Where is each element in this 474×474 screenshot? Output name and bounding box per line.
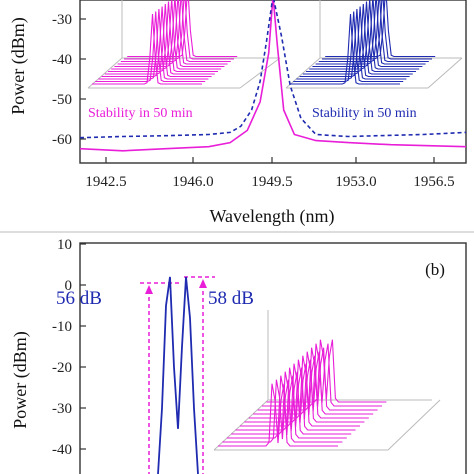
waterfall-trace <box>257 347 378 411</box>
waterfall-trace <box>108 1 218 73</box>
inset-blue-waterfall <box>285 0 463 89</box>
waterfall-trace <box>296 8 407 80</box>
panel-b-ytick-label: -40 <box>52 442 72 458</box>
waterfall-trace <box>315 0 426 65</box>
inset-b-magenta-waterfall <box>213 310 441 451</box>
waterfall-trace <box>244 359 365 423</box>
series-line-magenta <box>79 0 467 152</box>
inset-blue-traces <box>290 0 436 85</box>
panel-b-label: (b) <box>425 260 445 279</box>
panel-b-plot-frame <box>79 242 467 474</box>
panel-b-ylabel: Power (dBm) <box>10 331 31 429</box>
panel-b-ytick-label: -30 <box>52 401 72 417</box>
panel-b-ytick-label: 0 <box>65 278 73 294</box>
waterfall-trace <box>117 0 228 65</box>
panel-a-xtick-label: 1946.0 <box>172 174 213 190</box>
panel-b-ytick-label: 10 <box>57 237 72 253</box>
waterfall-trace <box>312 0 423 68</box>
panel-a-ytick-label: -30 <box>52 12 72 28</box>
waterfall-trace <box>253 351 374 415</box>
waterfall-trace <box>235 367 356 431</box>
waterfall-trace <box>302 3 413 75</box>
panel-a-xtick-label: 1953.0 <box>335 174 376 190</box>
panel-a-xtick-label: 1942.5 <box>85 174 126 190</box>
waterfall-trace <box>111 0 222 70</box>
waterfall-trace <box>114 0 225 68</box>
waterfall-trace <box>309 0 420 70</box>
waterfall-trace <box>306 1 416 73</box>
panel-a-ytick-marks <box>80 18 86 140</box>
waterfall-trace <box>266 339 387 403</box>
waterfall-trace <box>240 363 360 427</box>
db-annotation-56: 56 dB <box>56 288 102 309</box>
inset-axis <box>285 57 321 89</box>
waterfall-trace <box>124 0 234 60</box>
panel-a-ylabel: Power (dBm) <box>8 17 29 115</box>
db-reference-lines <box>140 276 215 474</box>
waterfall-trace <box>226 375 347 439</box>
arrowhead-up-icon <box>145 285 153 294</box>
waterfall-trace <box>248 355 369 419</box>
waterfall-trace <box>290 13 400 85</box>
series-line-blue <box>157 276 199 474</box>
panel-a-ytick-label: -40 <box>52 52 72 68</box>
inset-axis <box>239 57 281 89</box>
waterfall-trace <box>127 0 238 58</box>
panel-b-ytick-label: -10 <box>52 319 72 335</box>
panel-a-plot-frame <box>79 0 467 164</box>
waterfall-trace <box>293 11 404 83</box>
inset-axis <box>87 57 123 89</box>
series-line-blue-dashed <box>79 0 467 139</box>
stability-annotation-magenta: Stability in 50 min <box>88 106 193 121</box>
panel-b-ytick-label: -20 <box>52 360 72 376</box>
arrowhead-up-icon <box>199 279 207 288</box>
waterfall-trace <box>120 0 231 63</box>
waterfall-trace <box>98 8 209 80</box>
panel-a-ytick-label: -60 <box>52 132 72 148</box>
inset-axis <box>387 399 441 451</box>
waterfall-trace <box>325 0 436 58</box>
panel-a-ytick-label: -50 <box>52 92 72 108</box>
panel-b-ytick-marks <box>80 243 86 450</box>
waterfall-trace <box>95 11 206 83</box>
inset-magenta-traces <box>92 0 238 85</box>
stability-annotation-blue: Stability in 50 min <box>312 106 417 121</box>
panel-a: -30 -40 -50 -60 Power (dBm) 1942.5 1946.… <box>8 0 467 227</box>
waterfall-trace <box>231 371 352 435</box>
db-annotation-58: 58 dB <box>208 288 254 309</box>
panel-b: 10 0 -10 -20 -30 -40 Power (dBm) (b) 56 … <box>10 237 467 474</box>
waterfall-trace <box>262 343 382 407</box>
inset-b-traces <box>218 339 387 447</box>
waterfall-trace <box>222 379 343 443</box>
waterfall-trace <box>299 6 410 78</box>
panel-a-xtick-label: 1949.5 <box>251 174 292 190</box>
panel-a-xlabel: Wavelength (nm) <box>209 206 334 227</box>
waterfall-trace <box>101 6 212 78</box>
waterfall-trace <box>104 3 215 75</box>
waterfall-trace <box>318 0 429 63</box>
waterfall-trace <box>92 13 202 85</box>
inset-magenta-waterfall <box>87 0 281 89</box>
panel-a-xtick-marks <box>105 157 435 163</box>
inset-axis <box>427 57 463 89</box>
panel-a-xtick-label: 1956.5 <box>413 174 454 190</box>
waterfall-trace <box>322 0 432 60</box>
waterfall-trace <box>218 383 338 447</box>
